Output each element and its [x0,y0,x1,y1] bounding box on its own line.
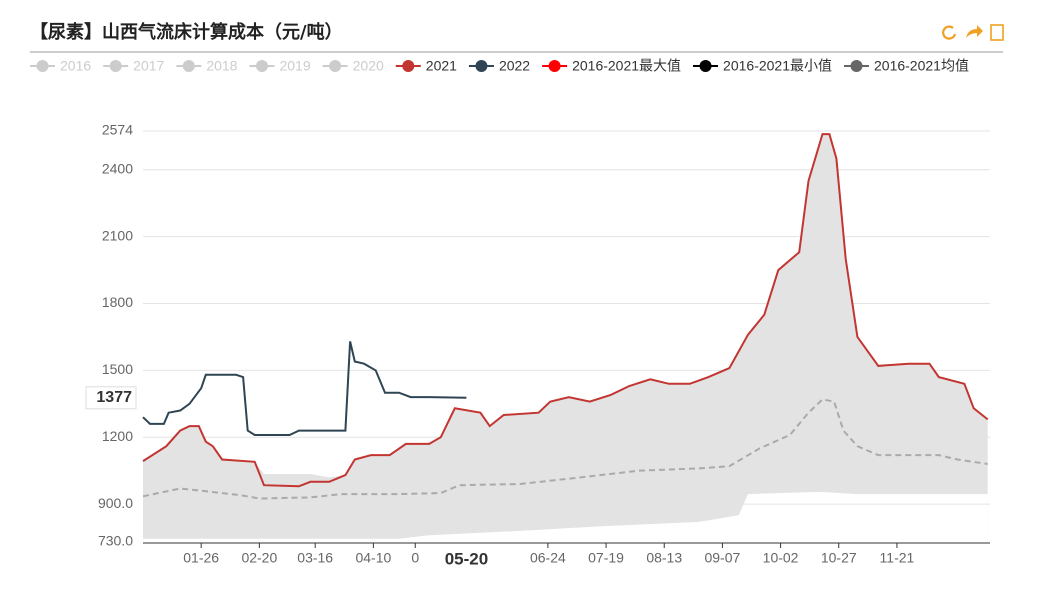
legend-marker [109,60,122,72]
x-tick-label: 0 [411,550,419,566]
x-tick-label: 11-21 [880,550,915,566]
legend-label: 2022 [499,58,530,74]
legend-item[interactable]: 2016-2021最大值 [542,58,681,74]
toolbox[interactable] [942,24,1004,41]
range-area [143,134,988,542]
x-tick-label: 09-07 [704,550,740,566]
legend-marker [699,60,712,72]
x-tick-label: 08-13 [646,550,682,566]
x-tick-label: 03-16 [297,550,333,566]
save-icon[interactable] [990,24,1004,41]
x-tick-label: 10-27 [821,550,857,566]
y-tick-label: 2400 [102,160,133,176]
legend-item[interactable]: 2020 [322,58,384,74]
x-tick-label: 10-02 [763,550,799,566]
y-tick-label: 900.0 [98,495,133,511]
y-tick-label: 2574 [102,122,133,138]
legend-label: 2016 [60,58,91,74]
legend-item[interactable]: 2016 [30,58,91,74]
legend-item[interactable]: 2016-2021最小值 [693,58,832,74]
share-icon[interactable] [966,25,983,38]
legend-label: 2018 [206,58,237,74]
pointer-x-box [436,548,497,570]
legend-label: 2016-2021最小值 [723,58,832,74]
legend-label: 2016-2021最大值 [572,58,681,74]
legend-marker [255,60,268,72]
y-tick-label: 1500 [102,361,133,377]
y-tick-label: 1800 [102,294,133,310]
x-tick-label: 06-24 [530,550,566,566]
legend-marker [182,60,195,72]
legend-label: 2016-2021均值 [874,58,969,74]
legend-item[interactable]: 2021 [395,58,457,74]
series-line [142,133,989,488]
x-tick-label: 02-20 [241,550,277,566]
x-tick-label: 04-10 [355,550,391,566]
legend-label: 2020 [353,58,384,74]
chart-title: 【尿素】山西气流床计算成本（元/吨） [30,21,343,43]
y-tick-label: 2100 [102,227,133,243]
legend-marker [329,60,342,72]
legend-marker [850,60,863,72]
pointer-y-label: 1377 [96,389,132,406]
legend-marker [36,60,49,72]
legend-marker [402,60,415,72]
legend-label: 2017 [133,58,164,74]
legend-label: 2021 [426,58,457,74]
pointer-y-box [85,386,137,410]
x-tick-label: 01-26 [183,550,219,566]
refresh-icon[interactable] [942,25,957,40]
y-tick-label: 730.0 [98,533,133,549]
pointer-x-label: 05-20 [445,549,488,568]
legend-item[interactable]: 2016-2021均值 [844,58,969,74]
x-tick-label: 07-19 [588,550,624,566]
legend-item[interactable]: 2018 [176,58,238,74]
legend-item[interactable]: 2019 [249,58,311,74]
legend-item[interactable]: 2022 [468,58,530,74]
legend-marker [475,60,488,72]
legend-label: 2019 [279,58,310,74]
legend-item[interactable]: 2017 [103,58,165,74]
series-line [142,341,467,436]
y-tick-label: 1200 [102,428,133,444]
legend-marker [548,60,561,72]
